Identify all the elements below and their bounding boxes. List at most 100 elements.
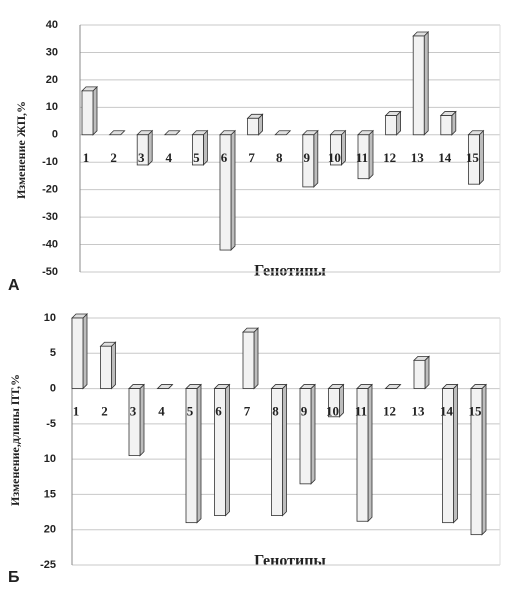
y-tick-label: -50	[42, 266, 58, 278]
y-tick-label: -25	[40, 559, 56, 571]
bar-front	[247, 117, 260, 136]
bar-front	[219, 134, 232, 251]
bar	[128, 383, 145, 457]
bar-front	[191, 134, 204, 166]
y-tick-label: 0	[52, 129, 58, 141]
bar	[270, 383, 288, 517]
bar	[413, 355, 430, 390]
y-tick-label: -40	[42, 238, 58, 250]
y-tick-label: 10	[44, 312, 56, 324]
x-tick-label: 9	[304, 150, 311, 165]
y-tick-label: 10	[46, 101, 58, 113]
y-tick-label: -10	[42, 156, 58, 168]
x-tick-label: 14	[440, 404, 454, 419]
bar-front	[100, 345, 112, 389]
bar	[356, 383, 373, 523]
bar	[384, 110, 402, 136]
bar-side	[282, 383, 287, 517]
x-tick-label: 11	[356, 150, 368, 165]
bar-side	[453, 383, 458, 524]
bar-top	[384, 384, 402, 389]
y-axis-label: Изменение,длины ПТ,%	[8, 374, 22, 506]
bar-front	[440, 115, 453, 136]
x-axis-label: Генотипы	[254, 263, 326, 280]
bar-front	[185, 388, 198, 524]
y-tick-label: 30	[46, 46, 58, 58]
panel-label: Б	[8, 569, 20, 586]
bar-front	[271, 388, 283, 517]
bar-side	[111, 341, 116, 390]
x-tick-label: 6	[221, 150, 228, 165]
x-tick-label: 6	[215, 404, 222, 419]
bar	[163, 130, 181, 136]
bar-front	[136, 134, 149, 166]
bar-side	[147, 129, 153, 166]
bar	[299, 383, 316, 485]
bar-front	[442, 388, 454, 524]
y-tick-label: -20	[42, 184, 58, 196]
bar	[357, 129, 374, 180]
bar-side	[424, 355, 430, 390]
bar-top	[108, 130, 126, 136]
x-tick-label: 12	[383, 150, 396, 165]
bar	[274, 130, 292, 136]
bar-side	[253, 327, 259, 390]
bar-side	[139, 383, 145, 457]
x-tick-label: 13	[412, 404, 426, 419]
bar-front	[413, 359, 426, 389]
bar-side	[225, 383, 230, 517]
x-axis-label: Генотипы	[254, 553, 326, 570]
x-tick-label: 4	[158, 404, 165, 419]
y-tick-label: 10	[44, 453, 56, 465]
x-tick-label: 7	[248, 150, 255, 165]
y-axis-label: Изменение ЖП,%	[14, 101, 28, 199]
bar	[191, 129, 209, 166]
bar-front	[71, 317, 84, 389]
bar	[439, 110, 457, 136]
x-tick-label: 2	[101, 404, 108, 419]
bar-side	[196, 383, 202, 524]
bar-front	[81, 90, 94, 136]
bar-side	[230, 129, 236, 252]
y-tick-label: -5	[46, 418, 56, 430]
bar	[71, 313, 88, 390]
x-tick-label: 5	[187, 404, 194, 419]
bar-front	[214, 388, 226, 517]
bar-front	[467, 134, 480, 185]
bar-front	[412, 35, 425, 136]
bar-side	[367, 383, 373, 523]
bar	[246, 113, 264, 136]
x-tick-label: 15	[466, 150, 480, 165]
bar-front	[302, 134, 315, 188]
y-tick-label: 0	[50, 382, 56, 394]
bar	[242, 327, 259, 390]
bar-front	[470, 388, 483, 536]
y-tick-label: 20	[44, 524, 56, 536]
bar	[470, 383, 487, 536]
bar-top	[274, 130, 292, 136]
bar-front	[357, 134, 370, 180]
x-tick-label: 15	[469, 404, 483, 419]
bar-side	[313, 129, 319, 188]
x-tick-label: 4	[166, 150, 173, 165]
bar	[327, 383, 345, 418]
bar-side	[423, 31, 429, 136]
bar-top	[163, 130, 181, 136]
x-tick-label: 12	[383, 404, 396, 419]
bar	[185, 383, 202, 524]
bar-side	[481, 383, 487, 536]
x-tick-label: 10	[326, 404, 339, 419]
bar-side	[368, 129, 374, 180]
bar	[156, 384, 174, 389]
bar	[412, 31, 430, 136]
bar	[329, 129, 347, 166]
bar-top	[156, 384, 174, 389]
bar	[441, 383, 459, 524]
x-tick-label: 7	[244, 404, 251, 419]
x-tick-label: 14	[438, 150, 452, 165]
bar	[213, 383, 231, 517]
bar-side	[82, 313, 88, 390]
bar-side	[339, 383, 344, 418]
y-tick-label: -30	[42, 211, 58, 223]
